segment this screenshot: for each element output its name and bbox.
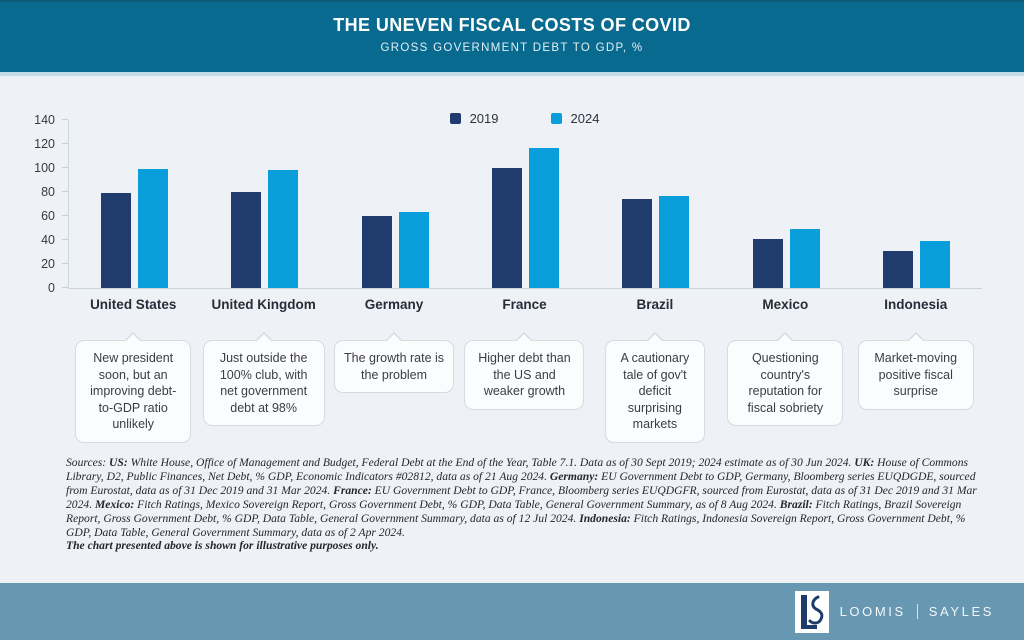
legend-label-2024: 2024: [570, 111, 600, 126]
source-detail: EU Government Debt to GDP, France, Bloom…: [66, 483, 977, 511]
legend-item-2019: 2019: [449, 111, 499, 126]
callout-cell-brazil: A cautionary tale of gov't deficit surpr…: [590, 332, 720, 443]
header: THE UNEVEN FISCAL COSTS OF COVID GROSS G…: [0, 0, 1024, 72]
bar-2019-indonesia: [883, 250, 914, 288]
callout-cell-united-kingdom: Just outside the 100% club, with net gov…: [198, 332, 328, 426]
brand-loomis: LOOMIS: [839, 604, 906, 619]
x-label-indonesia: Indonesia: [884, 297, 948, 312]
bar-2024-indonesia: [920, 241, 951, 288]
bar-group-germany: [330, 120, 460, 288]
x-label-france: France: [502, 297, 547, 312]
bar-2019-united-kingdom: [231, 192, 262, 288]
source-detail: EU Government Debt to GDP, Germany, Bloo…: [66, 469, 976, 497]
header-divider: [0, 72, 1024, 76]
bar-2024-mexico: [789, 229, 820, 288]
x-label-united-states: United States: [90, 297, 177, 312]
y-tick-mark-120: [62, 143, 68, 144]
x-label-germany: Germany: [364, 297, 424, 312]
source-key: Mexico:: [94, 497, 135, 511]
y-tick-mark-20: [62, 263, 68, 264]
bar-group-indonesia: [852, 120, 982, 288]
bar-2024-france: [528, 147, 559, 288]
source-detail: Fitch Ratings, Brazil Sovereign Report, …: [66, 497, 962, 525]
y-tick-mark-140: [62, 119, 68, 120]
bar-group-mexico: [721, 120, 851, 288]
legend-swatch-2024: [550, 113, 562, 124]
y-tick-label-120: 120: [34, 137, 55, 151]
y-axis: 0 20 40 60 80 100 120 140: [0, 113, 68, 295]
source-detail: Fitch Ratings, Indonesia Sovereign Repor…: [66, 511, 966, 539]
callout-united-kingdom: Just outside the 100% club, with net gov…: [202, 332, 325, 426]
sources-block: Sources: US: White House, Office of Mana…: [66, 456, 978, 553]
source-key: UK:: [854, 456, 875, 469]
y-tick-mark-0: [62, 287, 68, 288]
bar-group-france: [460, 120, 590, 288]
bar-2024-united-kingdom: [268, 170, 299, 288]
callout-brazil: A cautionary tale of gov't deficit surpr…: [604, 332, 705, 443]
legend-label-2019: 2019: [469, 111, 499, 126]
callout-cell-germany: The growth rate is the problem: [329, 332, 459, 393]
brand-divider: [916, 604, 918, 619]
disclaimer-text: The chart presented above is shown for i…: [66, 539, 379, 553]
bar-group-united-states: [69, 120, 199, 288]
brand-lockup: LOOMIS SAYLES: [794, 590, 994, 633]
x-label-brazil: Brazil: [636, 297, 674, 312]
y-tick-label-60: 60: [41, 209, 55, 223]
x-label-united-kingdom: United Kingdom: [211, 297, 316, 312]
loomis-sayles-logo-icon: [794, 590, 829, 633]
y-tick-label-0: 0: [48, 281, 55, 295]
bar-2019-germany: [361, 216, 392, 288]
brand-sayles: SAYLES: [928, 604, 994, 619]
bar-2024-brazil: [659, 195, 690, 288]
source-key: Brazil:: [779, 497, 813, 511]
callout-united-states: New president soon, but an improving deb…: [75, 332, 192, 443]
y-tick-label-140: 140: [34, 113, 55, 127]
y-tick-label-20: 20: [41, 257, 55, 271]
y-tick-mark-80: [62, 191, 68, 192]
legend-swatch-2019: [449, 113, 461, 124]
callout-cell-mexico: Questioning country's reputation for fis…: [720, 332, 850, 426]
bar-2019-brazil: [622, 199, 653, 288]
source-detail: Sources:: [66, 456, 110, 469]
y-tick-label-100: 100: [34, 161, 55, 175]
y-tick-mark-40: [62, 239, 68, 240]
sources-text: Sources: US: White House, Office of Mana…: [66, 456, 978, 539]
callout-cell-united-states: New president soon, but an improving deb…: [68, 332, 198, 443]
source-detail: Fitch Ratings, Mexico Sovereign Report, …: [134, 497, 780, 511]
callout-indonesia: Market-moving positive fiscal surprise: [857, 332, 974, 410]
source-key: US:: [109, 456, 128, 469]
bar-2024-united-states: [137, 169, 168, 288]
page-title: THE UNEVEN FISCAL COSTS OF COVID: [333, 15, 691, 35]
bar-group-brazil: [591, 120, 721, 288]
source-detail: House of Commons Library, D2, Public Fin…: [66, 456, 968, 483]
bar-2024-germany: [398, 212, 429, 288]
x-label-mexico: Mexico: [762, 297, 809, 312]
bar-group-united-kingdom: [199, 120, 329, 288]
page-subtitle: GROSS GOVERNMENT DEBT TO GDP, %: [380, 42, 644, 54]
bar-2019-mexico: [752, 238, 783, 288]
callout-cell-indonesia: Market-moving positive fiscal surprise: [851, 332, 981, 410]
callout-france: Higher debt than the US and weaker growt…: [464, 332, 585, 410]
callout-mexico: Questioning country's reputation for fis…: [727, 332, 844, 426]
source-key: Indonesia:: [579, 511, 631, 525]
source-detail: White House, Office of Management and Bu…: [127, 456, 855, 469]
x-axis-labels: United States United Kingdom Germany France…: [68, 297, 981, 312]
source-key: Germany:: [549, 469, 599, 483]
y-tick-mark-100: [62, 167, 68, 168]
y-tick-label-40: 40: [41, 233, 55, 247]
chart-legend: 2019 2024: [68, 111, 981, 126]
footer: LOOMIS SAYLES: [0, 583, 1024, 640]
legend-item-2024: 2024: [550, 111, 600, 126]
y-tick-label-80: 80: [41, 185, 55, 199]
callouts-row: New president soon, but an improving deb…: [68, 332, 981, 443]
plot-area: [68, 120, 982, 289]
y-tick-mark-60: [62, 215, 68, 216]
bar-2019-united-states: [100, 193, 131, 288]
callout-germany: The growth rate is the problem: [334, 332, 455, 393]
source-key: France:: [333, 483, 372, 497]
callout-cell-france: Higher debt than the US and weaker growt…: [459, 332, 589, 410]
bar-2019-france: [491, 168, 522, 288]
